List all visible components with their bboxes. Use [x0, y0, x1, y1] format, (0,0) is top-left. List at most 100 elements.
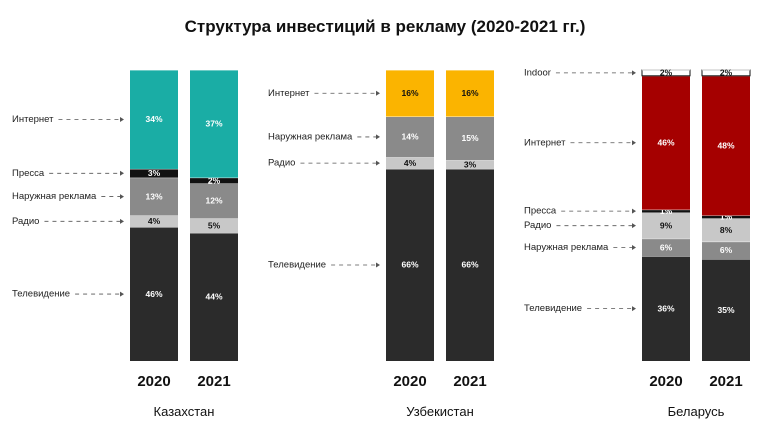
leader-arrow-icon — [632, 208, 636, 214]
panel-uzbekistan: 66% 4% 14% 16% 2020 66% 3% 15% 16% 2021 Телевидени… — [268, 69, 494, 419]
bar-segment-television — [642, 256, 690, 361]
bar-segment-television — [130, 227, 178, 361]
year-label: 2021 — [197, 373, 230, 390]
segment-value-label: 16% — [461, 88, 478, 98]
segment-value-label: 34% — [145, 114, 162, 124]
segment-value-label: 12% — [205, 196, 222, 206]
bar-segment-outdoor — [642, 238, 690, 257]
bar-segment-radio — [386, 157, 434, 169]
chart-panels: 46% 4% 13% 3% 34% 2020 44% 5% 12% 2% 37% 2021 Телеви… — [12, 67, 751, 419]
chart-title: Структура инвестиций в рекламу (2020-202… — [185, 17, 586, 36]
category-label-radio: Радио — [268, 158, 295, 169]
bar-segment-radio — [446, 160, 494, 169]
category-label-outdoor: Наружная реклама — [524, 242, 609, 253]
segment-value-label: 44% — [205, 292, 222, 302]
category-label-television: Телевидение — [12, 289, 70, 300]
segment-value-label: 5% — [208, 220, 221, 230]
country-label: Казахстан — [154, 404, 215, 419]
segment-value-label: 9% — [660, 220, 673, 230]
bar-segment-television — [386, 168, 434, 361]
leader-arrow-icon — [120, 194, 124, 200]
leader-arrow-icon — [376, 160, 380, 166]
segment-value-label: 36% — [657, 303, 674, 313]
segment-value-label: 16% — [401, 88, 418, 98]
leader-arrow-icon — [376, 262, 380, 268]
country-label: Беларусь — [668, 404, 725, 419]
category-label-television: Телевидение — [268, 259, 326, 270]
bar-segment-outdoor — [446, 116, 494, 161]
segment-value-label: 35% — [717, 305, 734, 315]
bar-belarus-2020: 36% 6% 9% 1% 46% 2% — [641, 68, 691, 361]
category-label-press: Пресса — [12, 168, 45, 179]
bar-segment-outdoor — [130, 177, 178, 216]
bar-segment-outdoor — [702, 241, 750, 260]
bar-segment-radio — [702, 218, 750, 242]
segment-value-label: 8% — [720, 225, 733, 235]
category-label-press: Пресса — [524, 206, 557, 217]
bar-segment-internet — [130, 70, 178, 169]
leader-arrow-icon — [376, 134, 380, 140]
bar-belarus-2021: 35% 6% 8% 1% 48% 2% — [701, 68, 751, 361]
segment-value-label: 14% — [401, 132, 418, 142]
leader-arrow-icon — [120, 218, 124, 224]
bar-segment-television — [446, 168, 494, 361]
bar-uzbekistan-2020: 66% 4% 14% 16% — [386, 69, 434, 361]
bar-segment-internet — [642, 75, 690, 210]
segment-value-label: 15% — [461, 133, 478, 143]
segment-value-label: 13% — [145, 191, 162, 201]
segment-value-label: 2% — [208, 175, 221, 185]
segment-value-label: 46% — [145, 289, 162, 299]
bar-segment-radio — [130, 215, 178, 228]
category-label-television: Телевидение — [524, 303, 582, 314]
bar-segment-internet — [702, 75, 750, 216]
bar-kazakhstan-2021: 44% 5% 12% 2% 37% — [190, 69, 238, 361]
bar-segment-television — [190, 232, 238, 361]
bar-segment-radio — [642, 212, 690, 239]
category-label-indoor: Indoor — [524, 67, 551, 78]
bar-segment-television — [702, 259, 750, 361]
country-label: Узбекистан — [406, 404, 474, 419]
bar-segment-radio — [190, 218, 238, 233]
leader-arrow-icon — [120, 170, 124, 176]
segment-value-label: 1% — [660, 206, 673, 216]
bar-segment-internet — [446, 70, 494, 117]
segment-value-label: 37% — [205, 119, 222, 129]
bar-kazakhstan-2020: 46% 4% 13% 3% 34% — [130, 69, 178, 361]
segment-value-label: 4% — [148, 216, 161, 226]
leader-arrow-icon — [632, 140, 636, 146]
leader-arrow-icon — [632, 245, 636, 251]
category-label-outdoor: Наружная реклама — [12, 191, 97, 202]
segment-value-label: 3% — [464, 159, 477, 169]
leader-arrow-icon — [632, 223, 636, 229]
year-label: 2021 — [709, 373, 742, 390]
category-label-internet: Интернет — [12, 114, 54, 125]
segment-value-label: 6% — [660, 242, 673, 252]
leader-arrow-icon — [376, 90, 380, 96]
segment-value-label: 46% — [657, 138, 674, 148]
bar-segment-outdoor — [386, 116, 434, 158]
segment-value-label: 1% — [720, 212, 733, 222]
leader-arrow-icon — [120, 291, 124, 297]
bar-segment-internet — [190, 70, 238, 178]
year-label: 2020 — [137, 373, 170, 390]
bar-segment-internet — [386, 70, 434, 117]
category-label-internet: Интернет — [524, 137, 566, 148]
bar-segment-press — [642, 209, 690, 213]
segment-value-label: 2% — [720, 68, 733, 78]
segment-value-label: 6% — [720, 245, 733, 255]
bar-segment-press — [190, 177, 238, 184]
leader-arrow-icon — [632, 306, 636, 312]
year-label: 2021 — [453, 373, 486, 390]
panel-kazakhstan: 46% 4% 13% 3% 34% 2020 44% 5% 12% 2% 37% 2021 Телеви… — [12, 69, 238, 419]
leader-arrow-icon — [632, 70, 636, 76]
segment-value-label: 66% — [401, 260, 418, 270]
category-label-radio: Радио — [12, 216, 39, 227]
category-label-radio: Радио — [524, 220, 551, 231]
segment-value-label: 3% — [148, 168, 161, 178]
segment-value-label: 66% — [461, 260, 478, 270]
leader-arrow-icon — [120, 116, 124, 122]
bar-uzbekistan-2021: 66% 3% 15% 16% — [446, 69, 494, 361]
year-label: 2020 — [649, 373, 682, 390]
category-label-internet: Интернет — [268, 88, 310, 99]
